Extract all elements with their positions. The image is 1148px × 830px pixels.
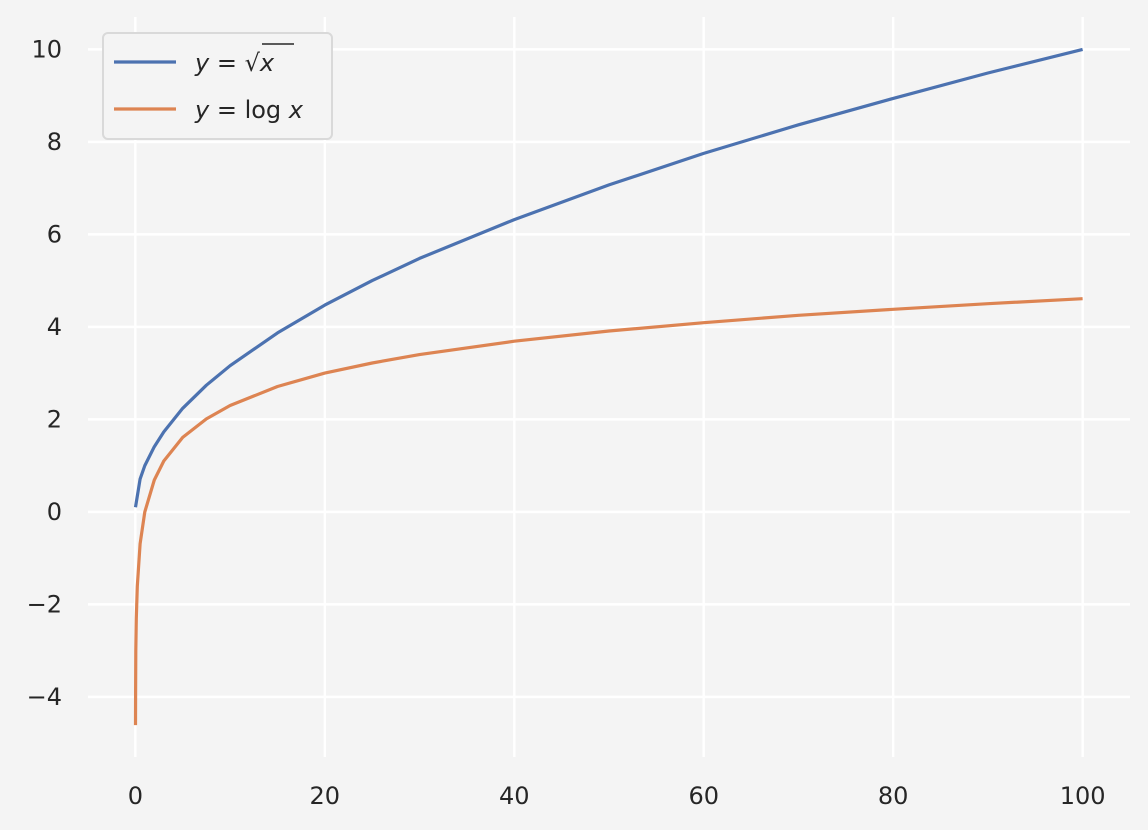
y-tick-label: 4 bbox=[47, 313, 62, 341]
sqrt-symbol: √ bbox=[245, 49, 261, 77]
legend-box bbox=[102, 32, 333, 140]
y-tick-label: −4 bbox=[27, 683, 62, 711]
legend-var: y bbox=[194, 96, 210, 124]
y-tick-label: 10 bbox=[31, 35, 62, 63]
x-tick-label: 20 bbox=[310, 782, 341, 810]
plot-area bbox=[88, 17, 1130, 757]
legend-equals: = bbox=[209, 96, 244, 124]
log-function: log bbox=[245, 96, 289, 124]
legend-arg: x bbox=[288, 96, 304, 124]
sqrt-series-line bbox=[133, 47, 1083, 508]
legend-equals: = bbox=[209, 49, 244, 77]
log-series-line bbox=[133, 297, 1083, 726]
x-tick-label: 80 bbox=[878, 782, 909, 810]
x-tick-label: 100 bbox=[1060, 782, 1106, 810]
legend-arg: x bbox=[259, 49, 275, 77]
y-axis-ticks: −4 −2 0 2 4 6 8 10 bbox=[27, 35, 62, 711]
series-lines bbox=[133, 47, 1083, 726]
y-tick-label: 0 bbox=[47, 498, 62, 526]
grid-lines bbox=[88, 17, 1130, 757]
legend-label-sqrt: y = √x bbox=[194, 49, 275, 77]
y-tick-label: 2 bbox=[47, 405, 62, 433]
legend: y = √x y = log x bbox=[102, 32, 333, 140]
y-tick-label: 8 bbox=[47, 128, 62, 156]
x-axis-ticks: 0 20 40 60 80 100 bbox=[128, 782, 1106, 810]
x-tick-label: 60 bbox=[688, 782, 719, 810]
y-tick-label: 6 bbox=[47, 220, 62, 248]
legend-var: y bbox=[194, 49, 210, 77]
x-tick-label: 0 bbox=[128, 782, 143, 810]
y-tick-label: −2 bbox=[27, 590, 62, 618]
legend-label-log: y = log x bbox=[194, 96, 304, 124]
x-tick-label: 40 bbox=[499, 782, 530, 810]
